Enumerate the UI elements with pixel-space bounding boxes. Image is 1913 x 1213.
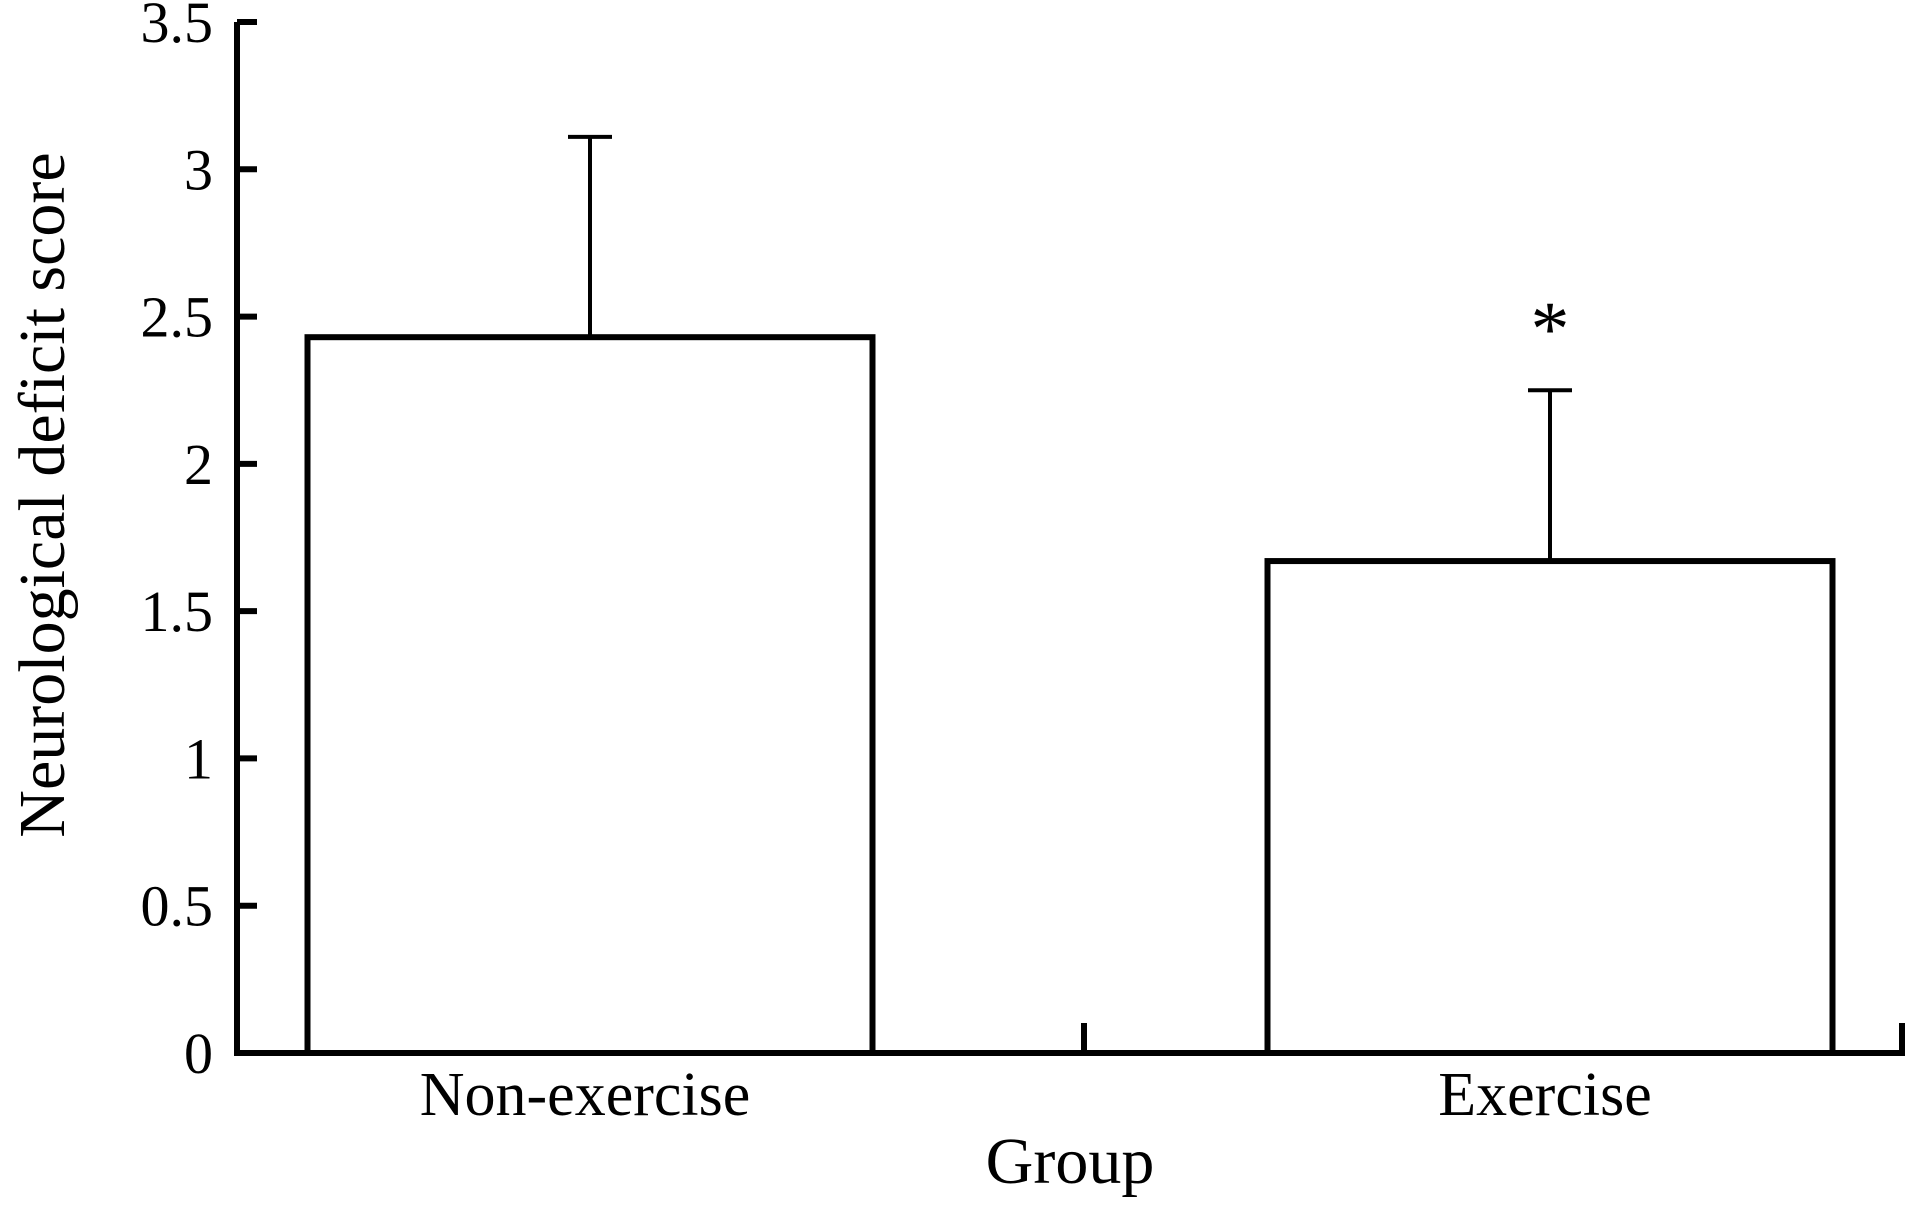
- axes-layer: [234, 22, 1905, 1056]
- bar: [304, 334, 876, 1057]
- y-tick-label: 3.5: [141, 0, 214, 55]
- error-bars-layer: *: [568, 134, 1572, 562]
- y-axis-title: Neurological deficit score: [6, 152, 79, 837]
- bar: [1264, 558, 1836, 1057]
- x-category-label: Exercise: [1438, 1061, 1651, 1129]
- y-tick-label: 0: [184, 1021, 213, 1086]
- y-tick-label: 2: [184, 432, 213, 497]
- labels-layer: Group Neurological deficit score: [6, 152, 1154, 1198]
- x-category-label: Non-exercise: [420, 1061, 751, 1129]
- y-tick-label: 2.5: [141, 285, 214, 350]
- bars-layer: [304, 334, 1836, 1057]
- significance-marker: *: [1531, 285, 1570, 372]
- x-ticks-layer: Non-exercise Exercise: [420, 1023, 1905, 1129]
- y-ticks-layer: 0 0.5 1 1.5 2 2.5 3 3.5: [141, 0, 257, 1086]
- y-tick-label: 1.5: [141, 579, 214, 644]
- y-tick-label: 1: [184, 726, 213, 791]
- x-axis-title: Group: [986, 1125, 1155, 1198]
- y-tick-label: 3: [184, 137, 213, 202]
- y-tick-label: 0.5: [141, 874, 214, 939]
